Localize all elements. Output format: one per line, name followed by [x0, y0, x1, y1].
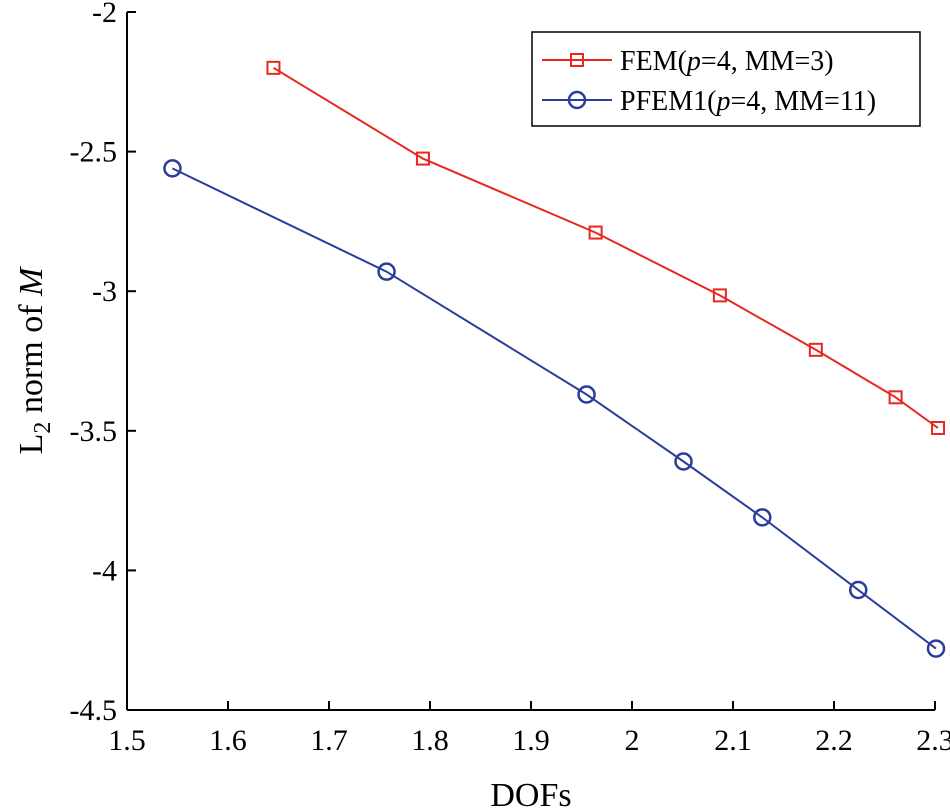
series-line-pfem1	[171, 167, 937, 650]
legend-label-fem: FEM(p=4, MM=3)	[620, 46, 834, 77]
data-point-pfem1	[753, 508, 772, 527]
y-axis-title-middle: norm of	[13, 296, 50, 422]
data-point-fem	[888, 390, 903, 405]
data-point-fem	[415, 151, 430, 166]
series-line-fem	[272, 66, 939, 429]
data-point-pfem1	[926, 639, 946, 658]
y-axis-title-subscript: 2	[30, 422, 56, 434]
data-point-pfem1	[377, 262, 396, 281]
x-tick-label: 2.3	[916, 724, 950, 757]
data-point-pfem1	[577, 385, 596, 404]
x-tick-label: 2.1	[714, 724, 752, 757]
x-tick-label: 1.7	[310, 724, 348, 757]
data-point-pfem1	[674, 452, 693, 471]
x-tick-label: 1.8	[411, 724, 449, 757]
y-tick-label: -4.5	[70, 694, 118, 727]
y-tick-label: -3.5	[70, 415, 118, 448]
legend: FEM(p=4, MM=3) PFEM1(p=4, MM=11)	[531, 31, 921, 127]
y-tick-label: -2	[92, 0, 117, 29]
data-point-fem	[808, 342, 823, 357]
data-point-fem	[266, 60, 281, 75]
legend-marker-pfem1	[567, 90, 587, 110]
x-tick-label: 1.5	[108, 724, 146, 757]
y-tick-label: -3	[92, 275, 117, 308]
x-tick-label: 2	[625, 724, 640, 757]
y-ticks: -2 -2.5 -3 -3.5 -4 -4.5	[70, 0, 136, 727]
y-tick-label: -2.5	[70, 136, 118, 169]
y-axis-title-prefix: L	[13, 434, 50, 455]
data-point-fem	[712, 288, 727, 303]
y-tick-label: -4	[92, 554, 117, 587]
x-tick-label: 1.6	[209, 724, 247, 757]
x-tick-label: 1.9	[512, 724, 550, 757]
y-axis-title: L2 norm of M	[13, 266, 56, 454]
x-ticks: 1.5 1.6 1.7 1.8 1.9 2 2.1 2.2 2.3	[108, 701, 950, 757]
legend-marker-fem	[570, 53, 584, 67]
data-point-fem	[588, 225, 603, 240]
data-point-fem	[931, 421, 946, 436]
legend-label-pfem1: PFEM1(p=4, MM=11)	[620, 86, 876, 117]
data-point-pfem1	[848, 580, 868, 600]
series-layer	[163, 60, 946, 658]
y-axis-title-italic: M	[13, 266, 50, 297]
x-tick-label: 2.2	[815, 724, 853, 757]
x-axis-title: DOFs	[490, 777, 571, 811]
legend-box	[531, 31, 921, 127]
data-point-pfem1	[163, 159, 182, 178]
